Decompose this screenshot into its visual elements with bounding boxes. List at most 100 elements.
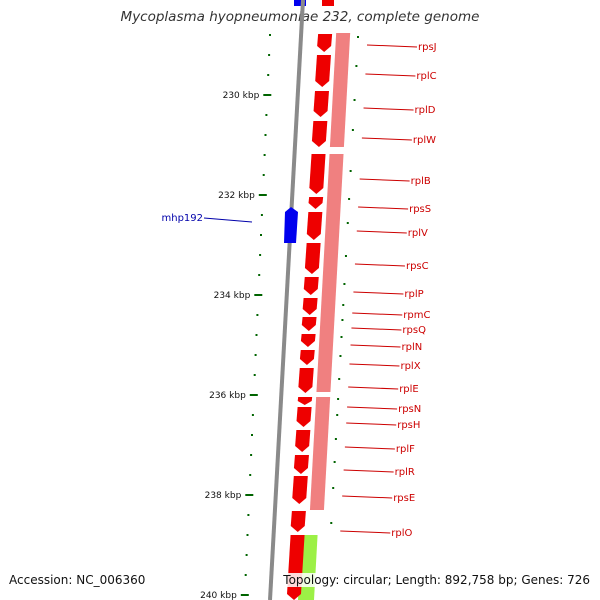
- gene-label-rplR: rplR: [395, 467, 415, 478]
- leader-line: [361, 137, 412, 141]
- forward-strand-genes: mhp192: [161, 207, 298, 243]
- gene-label-rplB: rplB: [411, 176, 431, 187]
- feature-dot: [351, 129, 354, 131]
- leader-line: [346, 422, 397, 426]
- feature-dot: [339, 355, 342, 357]
- reverse-gene-arrow: [298, 368, 314, 393]
- leader-line: [351, 327, 402, 331]
- gene-label-rpsH: rpsH: [397, 420, 420, 431]
- reverse-gene-arrow: [299, 350, 315, 365]
- leader-line: [349, 363, 400, 367]
- reverse-gene-arrow: [297, 397, 313, 405]
- gene-label-rplC: rplC: [416, 71, 436, 82]
- reverse-gene-arrow: [292, 476, 308, 504]
- scale-label: 240 kbp: [200, 591, 237, 600]
- scale-label: 238 kbp: [205, 491, 242, 501]
- feature-dot: [341, 319, 344, 321]
- reverse-gene-arrow: [300, 334, 316, 347]
- scale-label: 230 kbp: [223, 91, 260, 101]
- feature-dot: [346, 222, 349, 224]
- leader-line: [347, 406, 398, 410]
- leader-line: [363, 107, 414, 111]
- gene-label-rplO: rplO: [391, 528, 412, 539]
- reverse-gene-arrow: [293, 455, 309, 474]
- reverse-gene-arrow: [302, 298, 318, 315]
- leader-line: [342, 495, 393, 499]
- reverse-gene-arrow: [304, 243, 321, 274]
- gene-label-rpsS: rpsS: [409, 204, 431, 215]
- feature-dot: [340, 336, 343, 338]
- leader-line: [352, 312, 403, 316]
- feature-dot: [353, 99, 356, 101]
- reverse-gene-arrow: [317, 34, 333, 52]
- feature-dot: [336, 414, 339, 416]
- feature-dot: [357, 36, 359, 38]
- reverse-gene-arrow: [290, 511, 306, 532]
- reverse-gene-arrow: [295, 430, 311, 452]
- reverse-gene-arrow: [311, 121, 328, 147]
- feature-lane-segment: [309, 397, 331, 510]
- reverse-gene-arrow: [301, 317, 317, 331]
- topology-text: Topology: circular; Length: 892,758 bp; …: [283, 573, 590, 587]
- gene-label-rplP: rplP: [404, 289, 423, 300]
- leader-line: [350, 344, 401, 348]
- gene-label-rplN: rplN: [402, 342, 423, 353]
- gene-label-rpsN: rpsN: [398, 404, 421, 415]
- leader-line: [358, 206, 409, 210]
- gene-label-rplW: rplW: [413, 135, 436, 146]
- reverse-gene-arrow: [306, 212, 323, 240]
- feature-lane-segment: [329, 33, 351, 147]
- gene-label-rplF: rplF: [396, 444, 415, 455]
- leader-line: [344, 446, 395, 450]
- reverse-gene-arrow: [315, 55, 331, 87]
- feature-lane-segment: [316, 154, 344, 392]
- gene-label-rplX: rplX: [400, 361, 420, 372]
- gene-label-rplV: rplV: [408, 228, 428, 239]
- gene-label-rpsE: rpsE: [393, 493, 415, 504]
- leader-line: [365, 73, 416, 77]
- scale-label: 236 kbp: [209, 391, 246, 401]
- gene-labels: rpsJ rplC rplD rplW rplB rpsS rplV rpsC rplP rpmC…: [330, 36, 437, 539]
- leader-line: [343, 469, 394, 473]
- reverse-gene-arrow: [303, 277, 319, 295]
- feature-dot: [342, 304, 345, 306]
- leader-line: [353, 291, 404, 295]
- genome-backbone: [268, 0, 305, 600]
- feature-dot: [343, 283, 346, 285]
- scale-label: 234 kbp: [214, 291, 251, 301]
- leader-line: [354, 263, 405, 267]
- reverse-gene-arrow: [309, 154, 326, 194]
- gene-label-rplE: rplE: [399, 384, 419, 395]
- forward-gene-fragment: [294, 0, 306, 6]
- feature-dot: [330, 522, 333, 524]
- feature-dot: [344, 255, 347, 257]
- leader-line: [366, 44, 418, 48]
- feature-dot: [333, 461, 336, 463]
- gene-label-mhp192: mhp192: [161, 213, 203, 224]
- leader-line: [203, 217, 253, 223]
- reverse-strand-genes: [287, 34, 333, 600]
- feature-dot: [332, 487, 335, 489]
- scale-label: 232 kbp: [218, 191, 255, 201]
- gene-label-rpsQ: rpsQ: [402, 325, 426, 336]
- gene-label-rpsJ: rpsJ: [418, 42, 437, 53]
- reverse-gene-arrow: [296, 407, 312, 427]
- leader-line: [356, 230, 407, 234]
- reverse-gene-arrow: [313, 91, 329, 117]
- feature-dot: [338, 378, 341, 380]
- feature-dot: [348, 198, 351, 200]
- feature-dot: [334, 438, 337, 440]
- reverse-gene-arrow: [308, 197, 324, 209]
- scale-ticks: 230 kbp 232 kbp 234 kbp 236 kbp 238 kbp 240 k…: [200, 34, 272, 600]
- gene-label-rpsC: rpsC: [406, 261, 429, 272]
- accession-text: Accession: NC_006360: [9, 573, 146, 587]
- gene-label-rplD: rplD: [415, 105, 436, 116]
- reverse-gene-fragment: [322, 0, 334, 6]
- gene-label-rpmC: rpmC: [403, 310, 430, 321]
- genome-title: Mycoplasma hyopneumoniae 232, complete g…: [120, 9, 480, 25]
- leader-line: [340, 530, 391, 534]
- feature-dot: [349, 170, 352, 172]
- leader-line: [348, 386, 399, 390]
